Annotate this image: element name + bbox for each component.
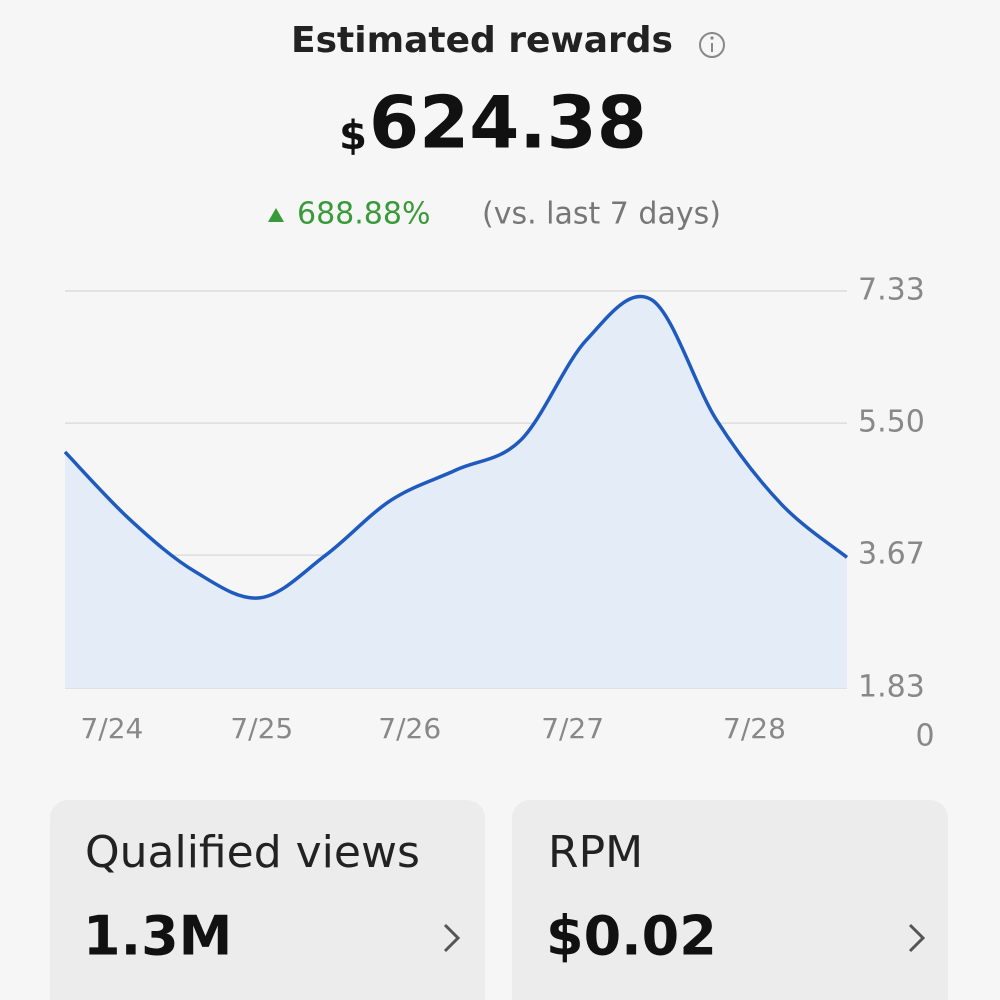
x-tick-label: 7/27: [541, 712, 604, 745]
currency: $: [339, 113, 367, 159]
card-label: Qualified views: [85, 827, 420, 878]
card[interactable]: [50, 800, 485, 1000]
info-icon[interactable]: [699, 32, 725, 58]
x-tick-label: 7/25: [230, 712, 293, 745]
card-value: $0.02: [546, 905, 717, 968]
y-floor-label: 0: [915, 719, 934, 754]
chevron: [443, 923, 461, 953]
area: [65, 296, 847, 688]
card[interactable]: [512, 800, 948, 1000]
info-circle: [699, 32, 725, 58]
up-arrow: [268, 208, 284, 222]
line: [63, 294, 849, 600]
comparison: (vs. last 7 days): [482, 197, 721, 232]
chevron: [908, 923, 926, 953]
info-dot: [710, 36, 714, 40]
x-tick-label: 7/28: [723, 712, 786, 745]
card-value: 1.3M: [83, 905, 232, 968]
y-tick-label: 3.67: [858, 537, 925, 572]
title: Estimated rewards: [291, 20, 673, 61]
y-tick-label: 1.83: [858, 670, 925, 705]
change: 688.88%: [297, 197, 430, 232]
y-tick-label: 7.33: [858, 273, 925, 308]
x-tick-label: 7/26: [378, 712, 441, 745]
chart: 7.33 5.50 3.67 1.83 7/24 7/25 7/26 7/27 7/28: [63, 273, 925, 745]
y-tick-label: 5.50: [858, 405, 925, 440]
card-label: RPM: [548, 827, 643, 878]
x-tick-label: 7/24: [80, 712, 143, 745]
amount: 624.38: [369, 81, 647, 165]
